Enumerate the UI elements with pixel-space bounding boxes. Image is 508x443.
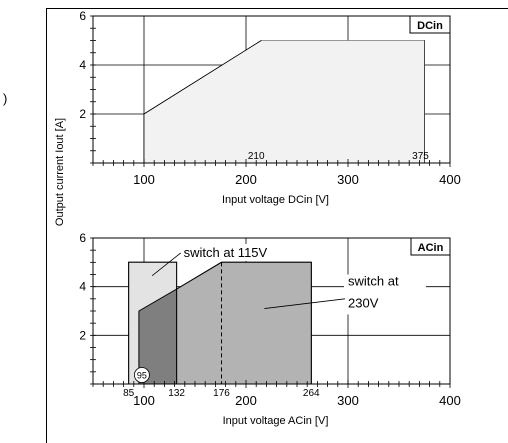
- annotation-switch-115: switch at 115V: [184, 245, 268, 260]
- area-region-fill-top: [144, 40, 425, 163]
- y-tick-label-2: 2: [79, 328, 86, 342]
- y-tick-label-4: 4: [79, 58, 86, 72]
- annotation-230-leader: [264, 298, 346, 309]
- x-tick-label-400: 400: [439, 393, 461, 408]
- chart-title: ACin: [418, 242, 444, 254]
- annotation-375: 375: [412, 151, 429, 162]
- x-axis-label: Input voltage ACin [V]: [223, 415, 329, 427]
- dc-input-chart: 100 200 300 400 2 4 6 Input voltage DCin [V] DCi…: [79, 9, 461, 206]
- chart-title: DCin: [417, 20, 443, 32]
- y-tick-label-2: 2: [79, 107, 86, 121]
- extra-tick-176: 176: [213, 388, 230, 399]
- extra-tick-132: 132: [168, 388, 185, 399]
- stray-paren: ): [3, 91, 7, 106]
- x-axis-label: Input voltage DCin [V]: [222, 194, 329, 206]
- annotation-230-bg: [344, 274, 426, 315]
- extra-tick-85: 85: [123, 388, 135, 399]
- x-tick-label-200: 200: [235, 393, 257, 408]
- y-tick-label-6: 6: [79, 9, 86, 23]
- x-tick-label-300: 300: [337, 393, 359, 408]
- area-region-top-1: [176, 261, 312, 385]
- title-box: [410, 237, 451, 256]
- x-tick-label-100: 100: [133, 393, 155, 408]
- title-box: [409, 15, 451, 34]
- y-tick-label-4: 4: [79, 280, 86, 294]
- extra-tick-264: 264: [303, 388, 320, 399]
- marker-circle: [133, 367, 150, 383]
- ac-input-chart: 100 200 300 400 2 4 6 Input voltage ACin [V] ACi…: [79, 231, 461, 427]
- annotation-210: 210: [248, 151, 265, 162]
- x-tick-label-400: 400: [439, 172, 461, 187]
- marker-label: 95: [137, 371, 147, 381]
- annotation-switch-230-line1: switch at: [348, 273, 399, 288]
- y-tick-label-6: 6: [79, 231, 86, 245]
- x-tick-label-200: 200: [235, 172, 257, 187]
- annotation-115-leader: [151, 252, 181, 277]
- x-tick-label-100: 100: [133, 172, 155, 187]
- annotation-115-bg: [178, 244, 291, 261]
- shared-y-axis-label: Output current Iout [A]: [54, 118, 66, 226]
- x-tick-label-300: 300: [337, 172, 359, 187]
- area-region-edge: [143, 40, 262, 163]
- annotation-switch-230-line2: 230V: [348, 295, 379, 310]
